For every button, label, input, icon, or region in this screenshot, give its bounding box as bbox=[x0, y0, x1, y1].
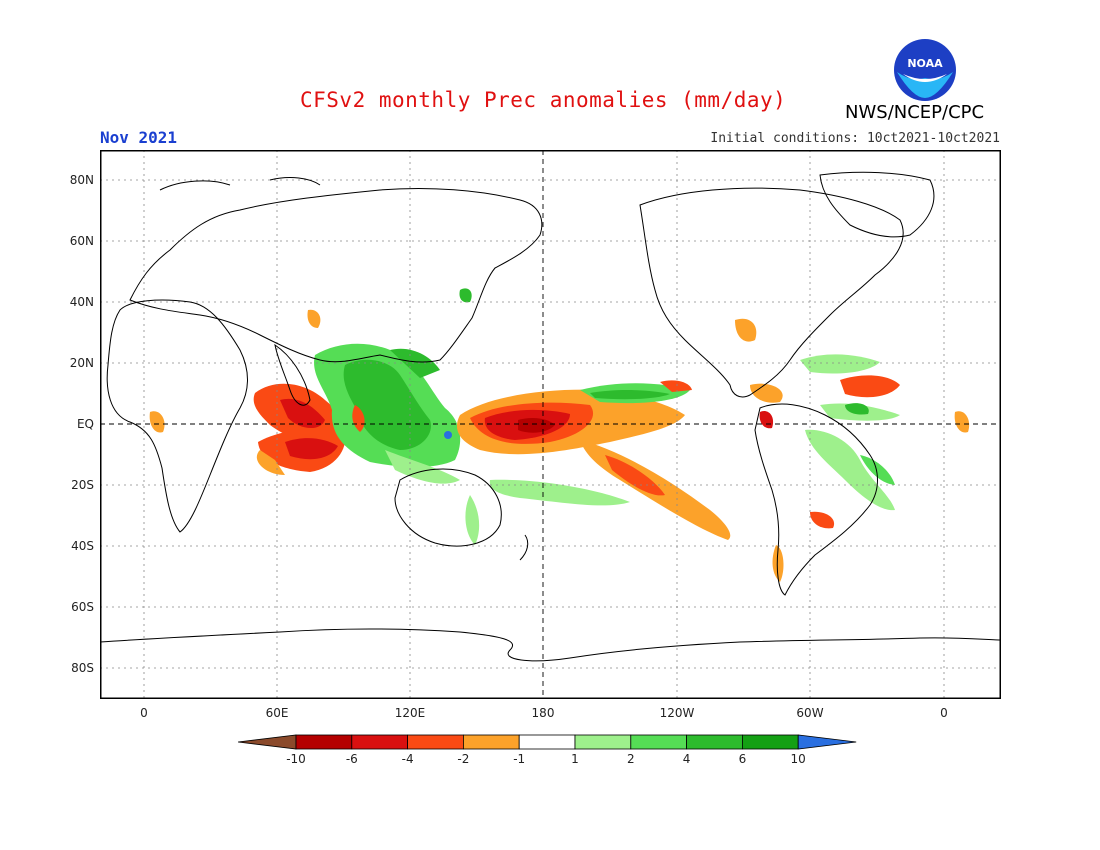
precip-map bbox=[99, 149, 1002, 700]
lat-label: 20S bbox=[71, 478, 94, 492]
lat-label: 60S bbox=[71, 600, 94, 614]
colorbar-tick-label: -1 bbox=[513, 752, 526, 766]
lat-label: 80N bbox=[69, 173, 94, 187]
colorbar-box bbox=[351, 734, 409, 750]
colorbar-box bbox=[462, 734, 520, 750]
initial-conditions-label: Initial conditions: 10ct2021-10ct2021 bbox=[710, 131, 1000, 146]
lon-label: 120W bbox=[659, 706, 695, 720]
colorbar-tick-label: 1 bbox=[571, 752, 579, 766]
colorbar-box bbox=[686, 734, 743, 750]
lon-label: 60W bbox=[796, 706, 824, 720]
colorbar-box bbox=[407, 734, 464, 750]
colorbar-tick-label: -2 bbox=[457, 752, 470, 766]
colorbar bbox=[237, 733, 863, 773]
noaa-logo-icon: NOAA bbox=[894, 39, 956, 101]
lat-label: 40S bbox=[71, 539, 94, 553]
lon-label: 0 bbox=[140, 706, 148, 720]
colorbar-box bbox=[518, 734, 576, 750]
map-gridlines bbox=[100, 150, 1001, 699]
colorbar-tick-label: 2 bbox=[626, 752, 635, 766]
chart-title: CFSv2 monthly Prec anomalies (mm/day) bbox=[300, 88, 787, 112]
colorbar-tick-label: 6 bbox=[738, 752, 747, 766]
lat-label: 20N bbox=[69, 356, 94, 370]
lat-label: 80S bbox=[71, 661, 94, 675]
lon-label: 60E bbox=[265, 706, 289, 720]
colorbar-svg bbox=[237, 734, 857, 750]
lat-label: 40N bbox=[69, 295, 94, 309]
map-panel bbox=[99, 149, 1002, 700]
colorbar-box bbox=[630, 734, 687, 750]
svg-text:NOAA: NOAA bbox=[907, 57, 943, 70]
colorbar-tick-label: -10 bbox=[286, 752, 306, 766]
lat-label: 60N bbox=[69, 234, 94, 248]
lon-label: 120E bbox=[394, 706, 426, 720]
lon-label: 0 bbox=[940, 706, 948, 720]
month-label: Nov 2021 bbox=[100, 128, 178, 147]
colorbar-box bbox=[574, 734, 632, 750]
colorbar-tick-label: -6 bbox=[345, 752, 358, 766]
colorbar-tick-label: 10 bbox=[790, 752, 806, 766]
lon-label: 180 bbox=[531, 706, 555, 720]
anomaly-fields bbox=[149, 288, 970, 582]
colorbar-arrow-high bbox=[797, 734, 857, 750]
colorbar-tick-label: 4 bbox=[682, 752, 691, 766]
colorbar-box bbox=[741, 734, 799, 750]
lat-label: EQ bbox=[76, 417, 94, 431]
agency-label: NWS/NCEP/CPC bbox=[845, 102, 985, 123]
colorbar-tick-label: -4 bbox=[401, 752, 414, 766]
colorbar-arrow-low bbox=[237, 734, 297, 750]
coastlines bbox=[99, 171, 1002, 662]
colorbar-box bbox=[295, 734, 353, 750]
